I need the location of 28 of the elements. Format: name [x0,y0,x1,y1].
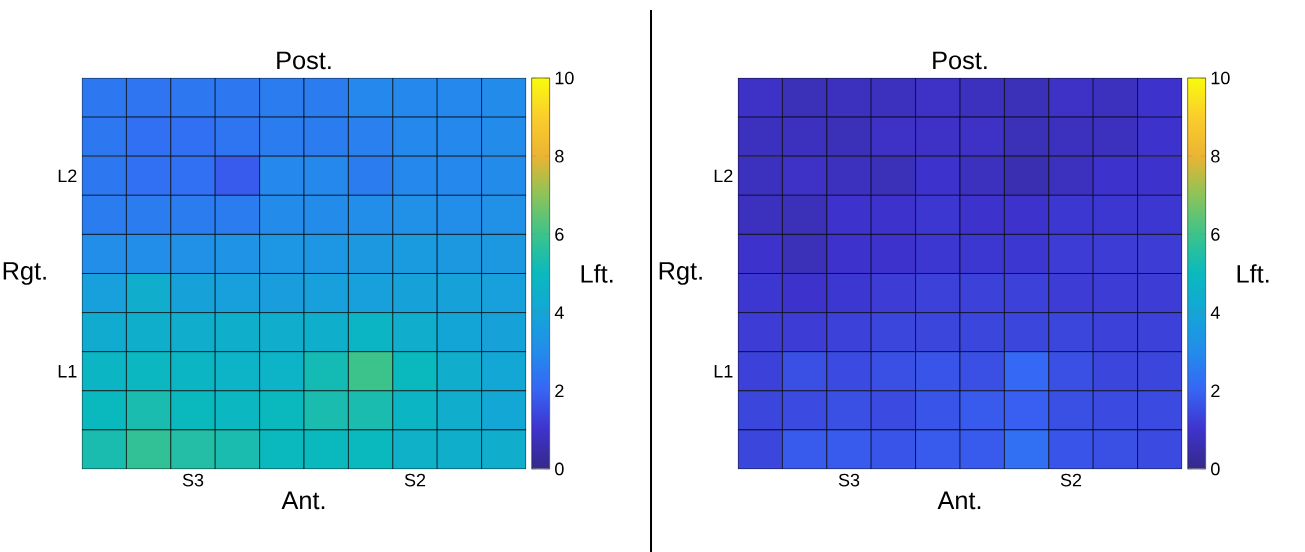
color-bar-title: Lft. [581,264,613,283]
color-bar-title: Lft. [1237,264,1269,283]
color-bar-label: 10 [555,71,574,85]
x-tick-label: S3 [838,473,860,487]
y-axis-title: Rgt. [659,262,702,285]
color-bar-label: 8 [555,149,564,163]
y-tick-label: L1 [58,365,77,378]
y-tick-label: L2 [58,169,77,183]
x-tick-label: S2 [404,473,426,487]
x-axis-title: Ant. [937,491,981,510]
color-bar-label: 6 [555,228,564,241]
y-tick-label: L1 [714,365,733,378]
x-tick-label: S2 [1060,473,1082,487]
color-bar-label: 4 [554,306,564,319]
chart-title: Post. [277,51,331,70]
chart-title: Post. [933,51,987,70]
y-axis-title: Rgt. [3,262,46,285]
color-bar-label: 2 [555,384,564,398]
color-bar-label: 8 [1211,149,1220,163]
y-tick-label: L2 [714,169,733,183]
color-bar-label: 2 [1211,384,1220,398]
color-bar-label: 0 [1211,462,1220,476]
color-bar-label: 6 [1211,228,1220,241]
x-axis-title: Ant. [281,491,325,510]
color-bar-label: 10 [1211,71,1230,85]
color-bar-label: 0 [555,462,564,476]
x-tick-label: S3 [182,473,204,487]
color-bar-label: 4 [1210,306,1220,319]
